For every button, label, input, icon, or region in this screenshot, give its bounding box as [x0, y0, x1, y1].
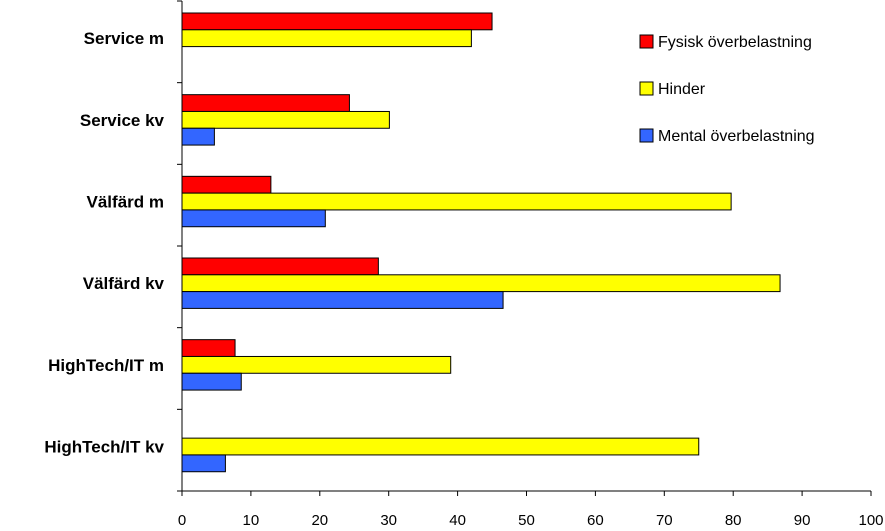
bar-hinder-hightech-it-m: [181, 355, 452, 374]
x-tick-label: 50: [518, 512, 535, 529]
bar-fysisk-overbelastning-valfard-kv: [181, 257, 379, 276]
bar-hinder-hightech-it-kv: [181, 437, 700, 456]
x-tick-label: 60: [587, 512, 604, 529]
bar-mental-overbelastning-valfard-kv: [181, 291, 504, 309]
category-label-hightech-it-m: HighTech/IT m: [48, 356, 164, 375]
legend: Fysisk överbelastning Hinder Mental överbe…: [639, 34, 815, 145]
x-tick-label: 100: [858, 512, 883, 529]
x-tick-label: 40: [449, 512, 466, 529]
legend-label-mental-overbelastning: Mental överbelastning: [658, 128, 815, 145]
bar-fysisk-overbelastning-service-m: [181, 12, 493, 31]
legend-label-fysisk-overbelastning: Fysisk överbelastning: [658, 34, 812, 51]
x-axis-ticks: 0 10 20 30 40 50 60 70 80 90 100: [178, 491, 884, 529]
x-tick-label: 0: [178, 512, 186, 529]
category-label-valfard-m: Välfärd m: [87, 193, 164, 212]
bar-mental-overbelastning-hightech-it-m: [181, 372, 242, 391]
x-tick-label: 90: [794, 512, 811, 529]
bar-fysisk-overbelastning-service-kv: [181, 94, 350, 112]
category-labels: Service m Service kv Välfärd m Välfärd kv Hi…: [44, 29, 164, 456]
x-tick-label: 20: [311, 512, 328, 529]
legend-swatch-mental-overbelastning: [639, 128, 654, 143]
bar-hinder-valfard-kv: [181, 274, 781, 293]
bar-hinder-service-kv: [181, 110, 390, 129]
category-label-hightech-it-kv: HighTech/IT kv: [44, 438, 164, 457]
bar-mental-overbelastning-hightech-it-kv: [181, 454, 226, 473]
x-tick-label: 80: [725, 512, 742, 529]
category-label-service-m: Service m: [84, 29, 164, 48]
x-tick-label: 10: [243, 512, 260, 529]
bar-hinder-service-m: [181, 29, 472, 48]
bar-fysisk-overbelastning-hightech-it-m: [181, 339, 236, 357]
y-axis-ticks: [177, 0, 182, 492]
legend-swatch-hinder: [639, 81, 654, 96]
x-tick-label: 30: [380, 512, 397, 529]
x-tick-label: 70: [656, 512, 673, 529]
category-label-service-kv: Service kv: [80, 111, 165, 130]
bar-mental-overbelastning-service-kv: [181, 127, 215, 146]
bar-mental-overbelastning-valfard-m: [181, 209, 326, 228]
bar-hinder-valfard-m: [181, 192, 732, 211]
legend-label-hinder: Hinder: [658, 81, 706, 98]
bar-fysisk-overbelastning-valfard-m: [181, 175, 272, 194]
category-label-valfard-kv: Välfärd kv: [83, 274, 165, 293]
legend-swatch-fysisk-overbelastning: [639, 34, 654, 49]
